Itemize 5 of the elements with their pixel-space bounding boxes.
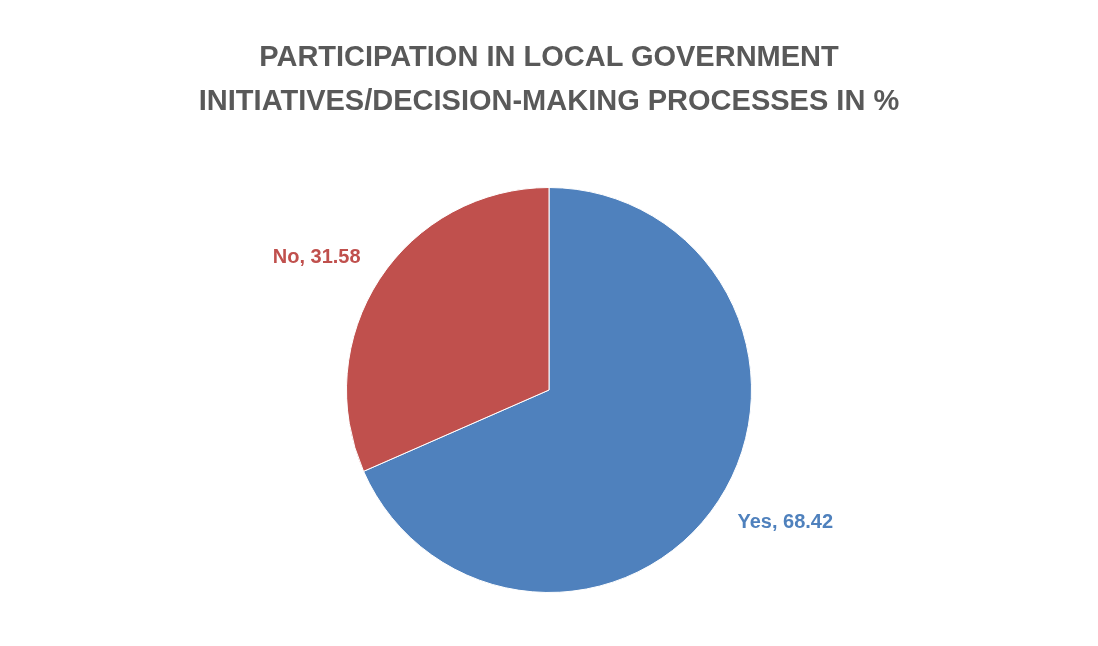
data-label: , 31.58 bbox=[299, 244, 361, 267]
slice-label: Yes bbox=[737, 510, 772, 533]
slice-label: No bbox=[272, 244, 300, 267]
chart-title: PARTICIPATION IN LOCAL GOVERNMENT INITIATIVES/DECISION-MAKING PROCESSES IN % bbox=[197, 39, 901, 118]
data-label: , 68.42 bbox=[771, 510, 834, 533]
